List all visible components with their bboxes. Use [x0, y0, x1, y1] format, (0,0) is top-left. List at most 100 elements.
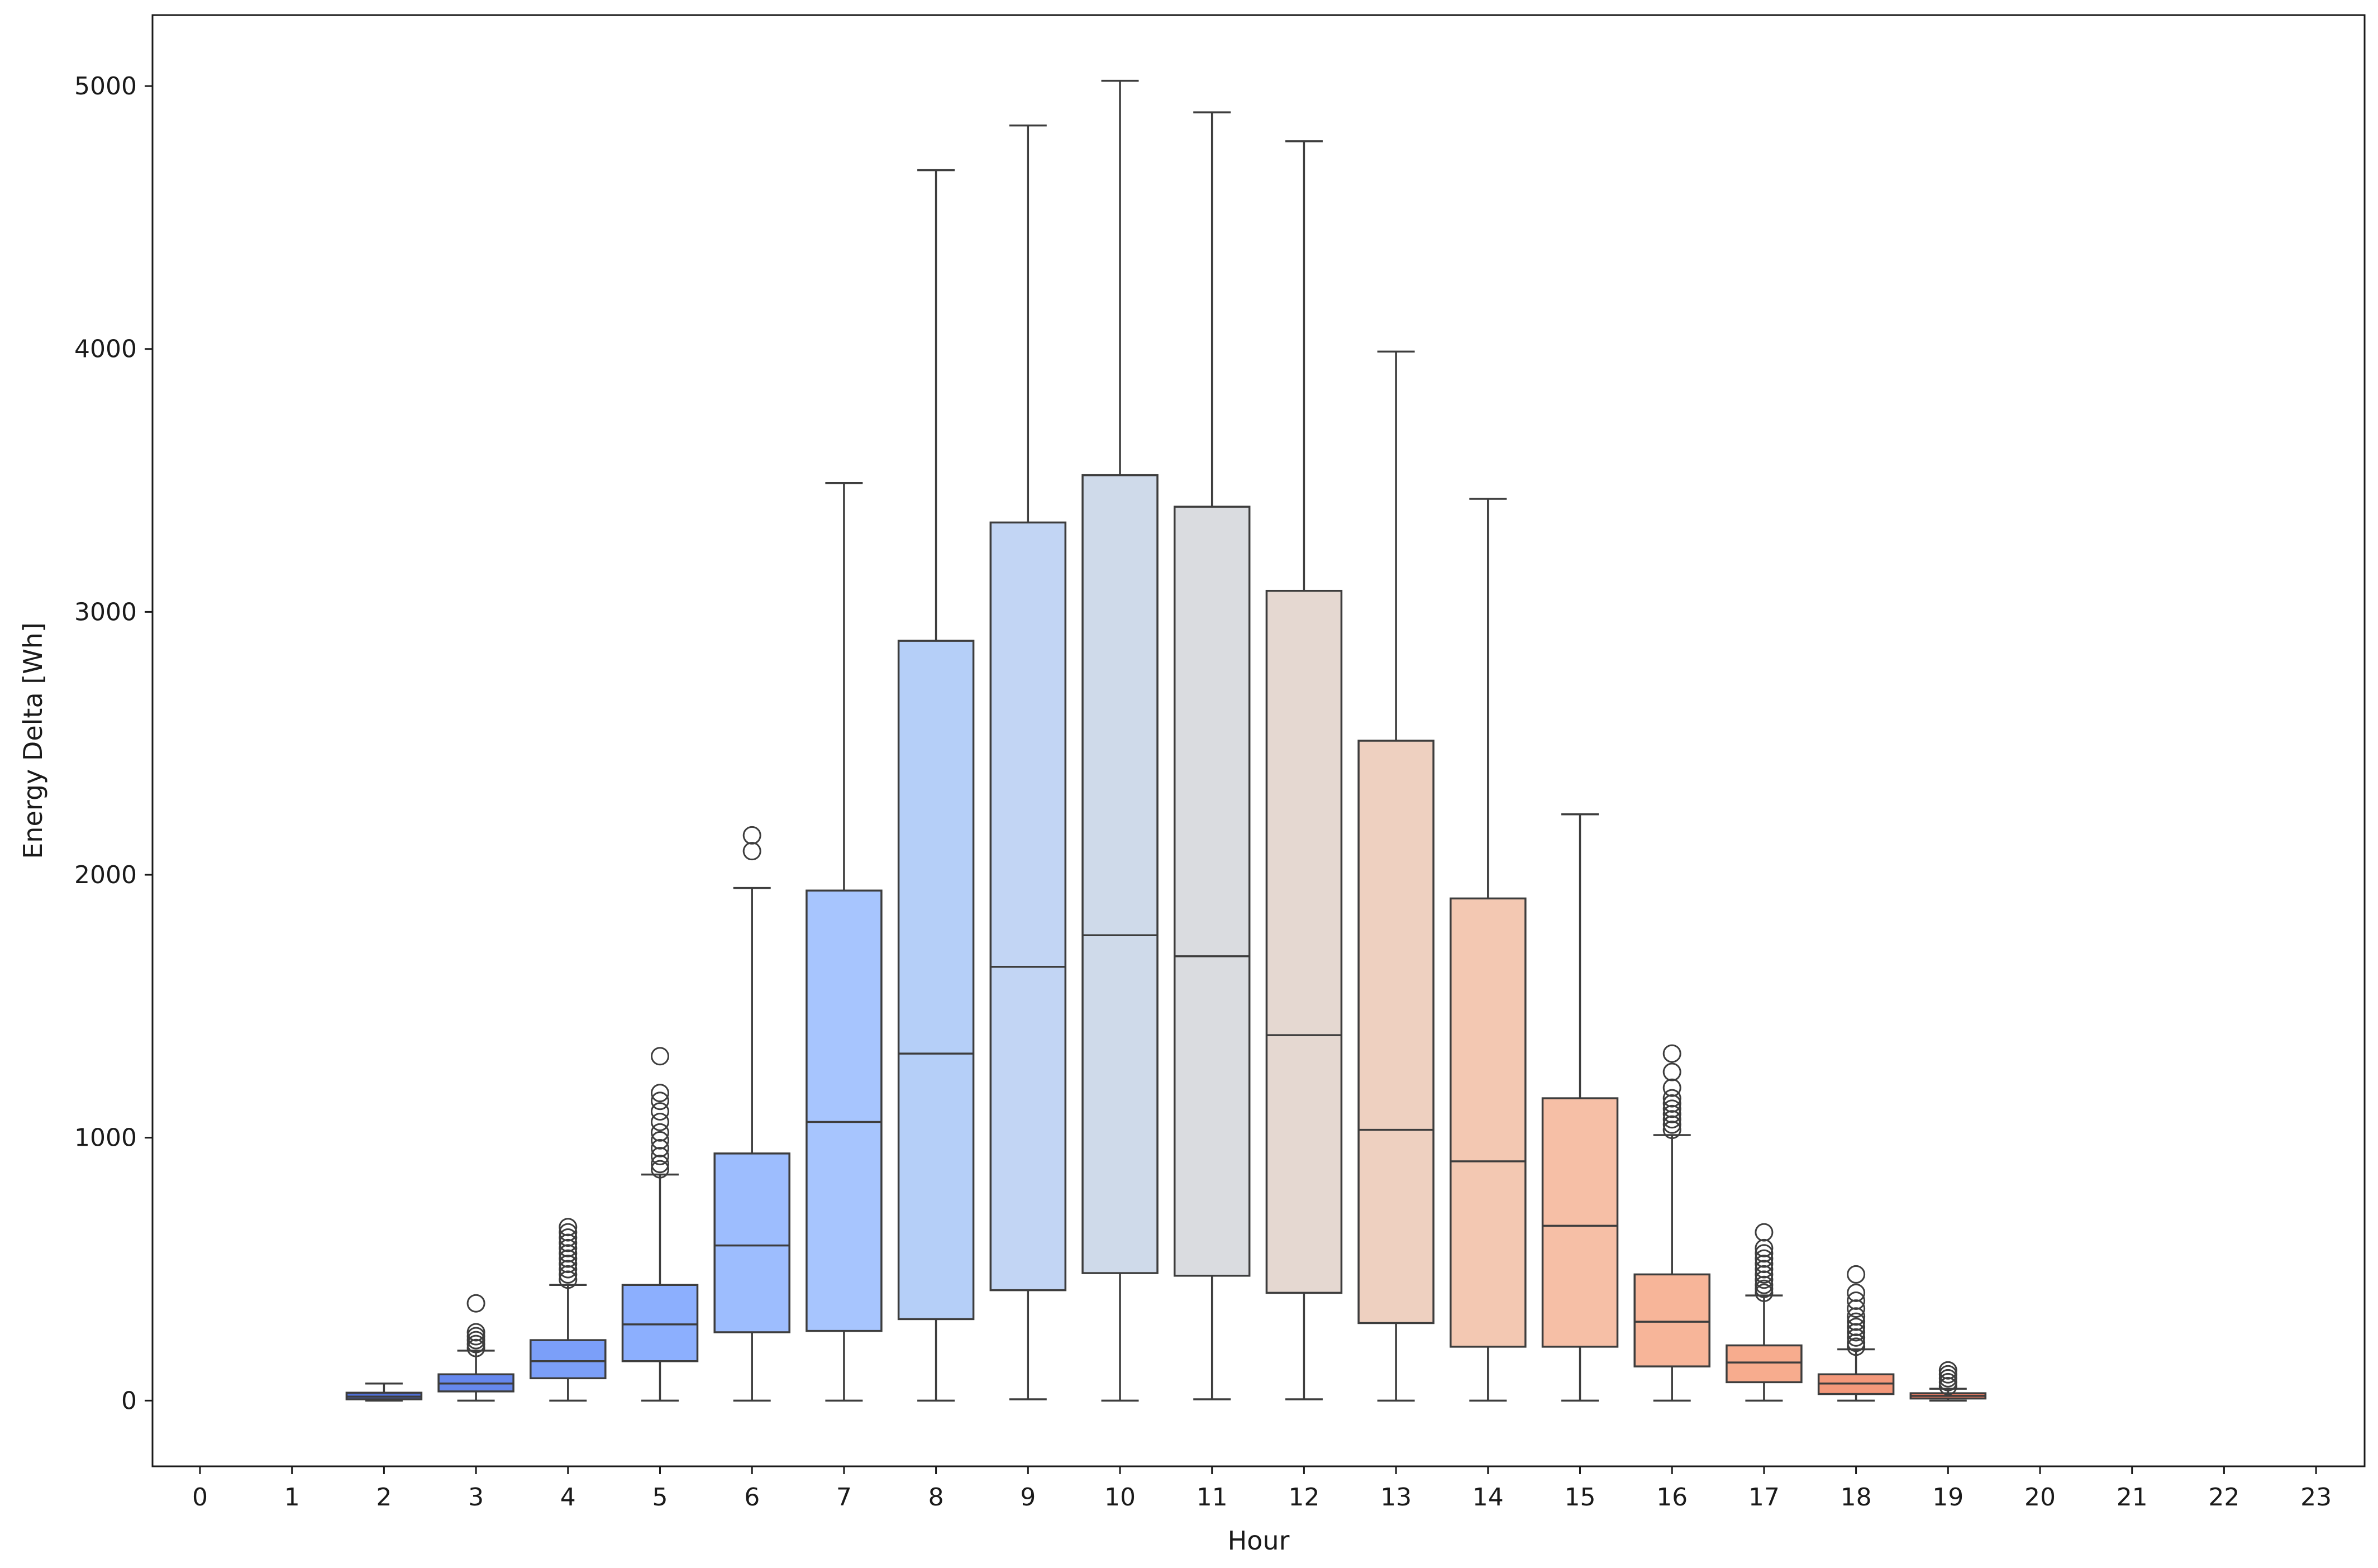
outlier-point — [1662, 1099, 1681, 1118]
plot-frame — [151, 14, 2366, 1467]
y-tick-label: 2000 — [74, 861, 137, 889]
iqr-box — [806, 889, 883, 1332]
iqr-box — [621, 1284, 699, 1362]
outlier-point — [466, 1323, 485, 1342]
outlier-point — [1755, 1275, 1774, 1294]
outlier-point — [1662, 1094, 1681, 1113]
x-tick-label: 13 — [1380, 1483, 1412, 1512]
outlier-point — [1662, 1121, 1681, 1140]
box-hour-4 — [530, 1218, 607, 1402]
box-hour-11 — [1173, 111, 1251, 1400]
x-tick-label: 4 — [560, 1483, 576, 1512]
x-tick-label: 12 — [1288, 1483, 1319, 1512]
outlier-point — [1847, 1265, 1866, 1284]
outlier-point — [651, 1131, 669, 1150]
x-tick-label: 6 — [744, 1483, 760, 1512]
outlier-point — [1755, 1244, 1774, 1263]
plot-layer — [345, 79, 1987, 1402]
x-tick-label: 23 — [2300, 1483, 2332, 1512]
outlier-point — [466, 1294, 485, 1313]
x-tick-label: 19 — [1932, 1483, 1964, 1512]
outlier-point — [1662, 1044, 1681, 1063]
x-tick-label: 2 — [376, 1483, 392, 1512]
box-hour-7 — [806, 482, 883, 1402]
box-hour-19 — [1909, 1361, 1987, 1402]
iqr-box — [1541, 1097, 1619, 1348]
y-tick-label: 1000 — [74, 1124, 137, 1152]
outlier-point — [1847, 1312, 1866, 1331]
outlier-point — [1847, 1323, 1866, 1342]
iqr-box — [989, 521, 1067, 1291]
outlier-point — [651, 1112, 669, 1131]
outlier-point — [1662, 1110, 1681, 1129]
y-tick-label: 4000 — [74, 335, 137, 364]
outlier-point — [559, 1228, 578, 1247]
x-tick-label: 16 — [1656, 1483, 1688, 1512]
outlier-point — [1755, 1260, 1774, 1279]
outlier-point — [1847, 1283, 1866, 1302]
x-tick-label: 8 — [928, 1483, 944, 1512]
iqr-box — [1265, 589, 1343, 1294]
outlier-point — [466, 1335, 485, 1353]
x-tick-label: 18 — [1841, 1483, 1872, 1512]
outlier-point — [651, 1092, 669, 1111]
outlier-point — [651, 1102, 669, 1121]
outlier-point — [1755, 1283, 1774, 1302]
iqr-box — [1357, 740, 1435, 1324]
outlier-point — [559, 1265, 578, 1284]
outlier-point — [1662, 1115, 1681, 1134]
y-tick-label: 5000 — [74, 72, 137, 101]
outlier-point — [559, 1233, 578, 1252]
x-tick-label: 21 — [2117, 1483, 2148, 1512]
outlier-point — [651, 1155, 669, 1174]
x-tick-label: 1 — [284, 1483, 300, 1512]
x-axis: 0 1 2 3 4 5 6 7 8 9 10 11 12 13 14 15 16 17 18 19 20 21 22 23 — [192, 1466, 2332, 1512]
outlier-point — [559, 1270, 578, 1289]
x-tick-label: 9 — [1020, 1483, 1036, 1512]
box-hour-9 — [989, 124, 1067, 1400]
outlier-point — [559, 1249, 578, 1268]
outlier-point — [1938, 1372, 1957, 1391]
x-tick-label: 17 — [1748, 1483, 1780, 1512]
outlier-point — [1755, 1270, 1774, 1289]
outlier-point — [1755, 1249, 1774, 1268]
box-hour-3 — [437, 1294, 514, 1402]
x-tick-label: 20 — [2024, 1483, 2056, 1512]
x-tick-label: 22 — [2208, 1483, 2239, 1512]
iqr-box — [713, 1152, 790, 1333]
outlier-point — [559, 1223, 578, 1242]
iqr-box — [1081, 474, 1159, 1274]
x-tick-label: 11 — [1197, 1483, 1228, 1512]
box-hour-18 — [1817, 1265, 1895, 1402]
x-tick-label: 5 — [652, 1483, 668, 1512]
x-tick-label: 10 — [1104, 1483, 1136, 1512]
y-axis-title: Energy Delta [Wh] — [18, 622, 48, 859]
outlier-point — [1662, 1078, 1681, 1097]
box-hour-17 — [1726, 1223, 1803, 1402]
outlier-point — [651, 1160, 669, 1179]
x-tick-label: 7 — [836, 1483, 852, 1512]
box-hour-2 — [345, 1382, 423, 1402]
box-hour-14 — [1450, 498, 1527, 1402]
outlier-point — [651, 1139, 669, 1158]
x-axis-title: Hour — [1228, 1526, 1290, 1556]
outlier-point — [651, 1123, 669, 1142]
box-hour-13 — [1357, 350, 1435, 1402]
x-tick-label: 0 — [192, 1483, 208, 1512]
outlier-point — [742, 826, 761, 845]
outlier-point — [466, 1331, 485, 1350]
iqr-box — [897, 640, 975, 1321]
outlier-point — [466, 1327, 485, 1346]
box-hour-5 — [621, 1047, 699, 1402]
outlier-point — [559, 1244, 578, 1263]
outlier-point — [651, 1047, 669, 1066]
iqr-box — [1173, 506, 1251, 1277]
outlier-point — [466, 1338, 485, 1357]
box-hour-8 — [897, 169, 975, 1402]
outlier-point — [651, 1147, 669, 1166]
outlier-point — [1755, 1255, 1774, 1274]
outlier-point — [1847, 1328, 1866, 1347]
outlier-point — [1662, 1089, 1681, 1108]
x-tick-label: 14 — [1472, 1483, 1504, 1512]
